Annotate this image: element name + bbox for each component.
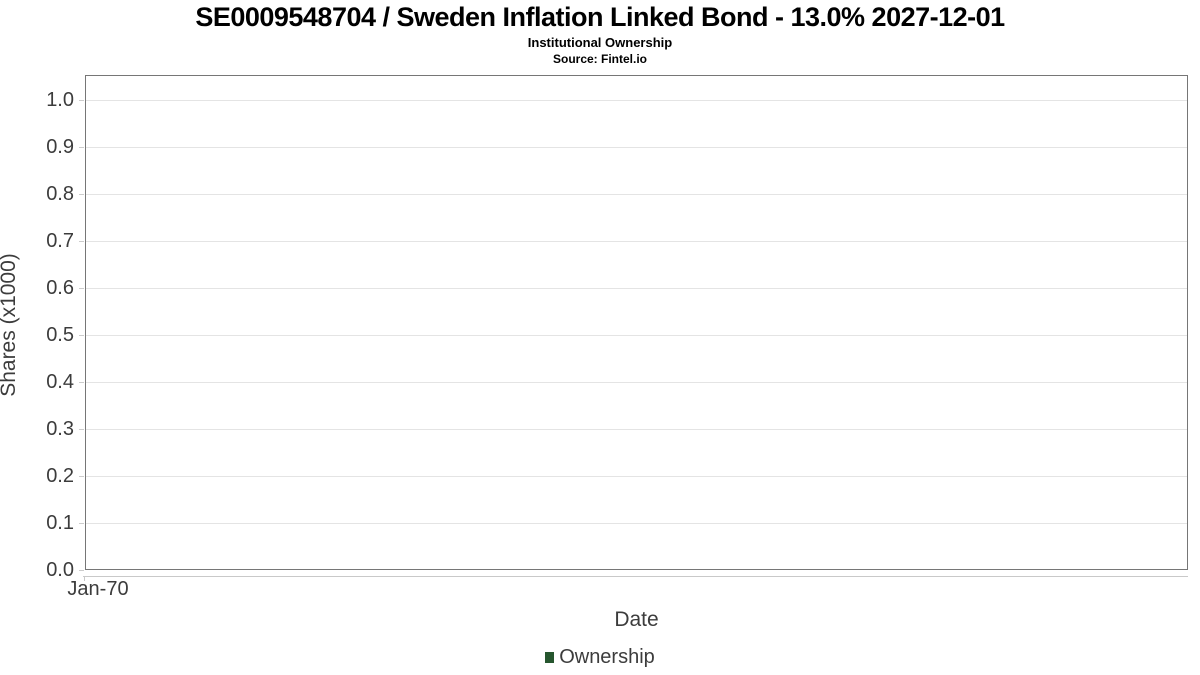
y-tick-mark <box>79 288 84 289</box>
x-tick-mark <box>84 576 85 581</box>
y-gridline <box>86 429 1187 430</box>
y-tick-label: 0.1 <box>46 512 74 534</box>
y-gridline <box>86 335 1187 336</box>
y-tick-label: 0.3 <box>46 418 74 440</box>
y-tick-label: 0.9 <box>46 136 74 158</box>
y-tick-mark <box>79 570 84 571</box>
y-gridline <box>86 476 1187 477</box>
y-tick-mark <box>79 335 84 336</box>
chart-title: SE0009548704 / Sweden Inflation Linked B… <box>195 2 1005 32</box>
y-tick-mark <box>79 147 84 148</box>
x-axis-title: Date <box>614 608 659 631</box>
legend-label-ownership: Ownership <box>559 646 655 668</box>
chart-subtitle: Institutional Ownership <box>527 35 673 50</box>
y-tick-mark <box>79 194 84 195</box>
y-gridline <box>86 523 1187 524</box>
y-tick-label: 0.6 <box>46 277 74 299</box>
y-tick-label: 0.8 <box>46 183 74 205</box>
chart-source: Source: Fintel.io <box>552 52 647 66</box>
plot-area <box>85 75 1188 570</box>
y-tick-label: 1.0 <box>46 89 74 111</box>
y-tick-label: 0.7 <box>46 230 74 252</box>
y-gridline <box>86 241 1187 242</box>
ownership-series-marker-icon <box>545 652 555 663</box>
y-tick-label: 0.2 <box>46 465 74 487</box>
y-tick-mark <box>79 523 84 524</box>
y-tick-mark <box>79 382 84 383</box>
y-gridline <box>86 288 1187 289</box>
x-tick-label: Jan-70 <box>67 578 129 600</box>
y-tick-label: 0.4 <box>46 371 74 393</box>
y-gridline <box>86 100 1187 101</box>
x-axis-line <box>83 576 1188 577</box>
chart-legend: Ownership <box>0 646 1200 669</box>
y-gridline <box>86 194 1187 195</box>
y-tick-mark <box>79 241 84 242</box>
y-gridline <box>86 147 1187 148</box>
y-tick-mark <box>79 476 84 477</box>
y-tick-label: 0.5 <box>46 324 74 346</box>
y-tick-mark <box>79 100 84 101</box>
y-tick-mark <box>79 429 84 430</box>
y-tick-label: 0.0 <box>46 559 74 581</box>
y-gridline <box>86 382 1187 383</box>
